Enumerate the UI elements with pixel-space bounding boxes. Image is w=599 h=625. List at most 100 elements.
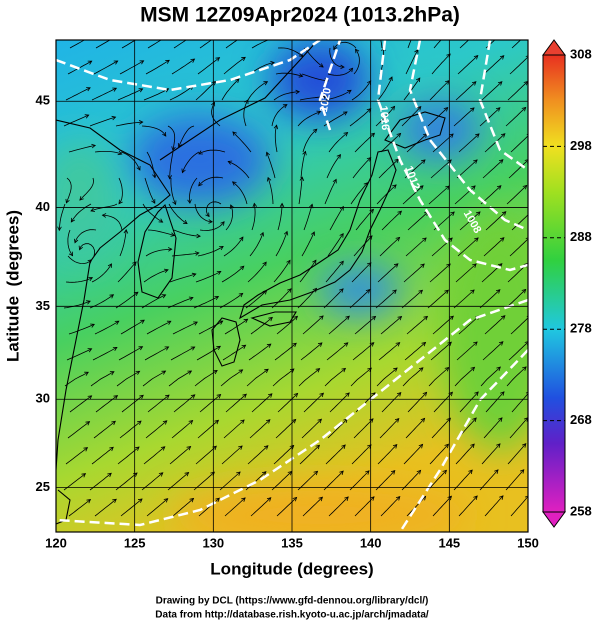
streamline-arrow xyxy=(497,81,503,86)
streamline xyxy=(198,176,224,187)
streamline xyxy=(429,263,451,283)
streamline-arrow xyxy=(394,417,400,423)
streamline xyxy=(431,53,451,75)
streamline-arrow xyxy=(396,132,402,138)
streamline xyxy=(298,177,303,205)
streamline-arrow xyxy=(336,154,342,159)
streamline-arrow xyxy=(112,87,118,92)
streamline xyxy=(120,498,143,517)
streamline xyxy=(300,151,306,179)
streamline xyxy=(454,185,476,205)
streamline xyxy=(453,107,475,127)
colorbar-min-arrow xyxy=(542,511,566,528)
y-tick-label: 45 xyxy=(36,93,50,108)
streamline xyxy=(117,88,143,101)
streamline xyxy=(323,470,344,491)
streamline-arrow xyxy=(112,347,118,352)
streamline xyxy=(143,446,166,465)
streamline xyxy=(458,315,480,335)
streamline-arrow xyxy=(448,391,453,397)
streamline-arrow xyxy=(416,469,422,475)
streamline xyxy=(329,206,344,231)
streamline-arrow xyxy=(392,444,398,449)
streamline xyxy=(431,417,451,439)
streamline-arrow xyxy=(496,443,501,448)
streamline xyxy=(69,40,86,49)
streamline xyxy=(433,40,442,49)
streamline-arrow xyxy=(499,495,504,500)
streamline-arrow xyxy=(313,470,319,476)
streamline-arrow xyxy=(339,233,344,238)
streamline-arrow xyxy=(289,444,295,450)
streamline xyxy=(223,236,244,257)
streamline-arrow xyxy=(418,367,424,372)
streamline xyxy=(407,211,429,231)
streamline xyxy=(454,367,475,387)
streamline xyxy=(91,446,114,465)
streamline xyxy=(406,316,428,335)
streamline xyxy=(376,367,398,387)
streamline-arrow xyxy=(70,217,75,223)
streamline-arrow xyxy=(473,341,478,346)
y-tick-label: 25 xyxy=(36,479,50,494)
streamline-arrow xyxy=(216,271,222,275)
streamline-arrow xyxy=(266,343,272,348)
streamline-arrow xyxy=(390,105,396,111)
streamline-arrow xyxy=(198,181,203,187)
streamline xyxy=(505,289,526,309)
streamline xyxy=(94,320,120,335)
x-tick-label: 120 xyxy=(45,535,67,550)
tick-labels: 120 125 130 135 140 145 150 25 30 35 40 45 xyxy=(36,93,539,551)
streamline-arrow xyxy=(495,107,501,112)
streamline-arrow xyxy=(397,210,403,216)
streamline xyxy=(66,348,92,361)
y-tick-label: 40 xyxy=(36,199,50,214)
streamline xyxy=(79,177,95,201)
streamline xyxy=(224,497,246,517)
streamline-arrow xyxy=(317,418,323,424)
isobar-label: 1016 xyxy=(377,105,391,130)
y-axis-label: Latitude (degrees) xyxy=(3,210,22,362)
streamline-arrow xyxy=(470,366,476,372)
streamline-arrow xyxy=(292,496,298,502)
streamline-arrow xyxy=(475,133,480,138)
streamline-arrow xyxy=(315,368,321,373)
streamline-arrow xyxy=(302,150,307,156)
streamline xyxy=(142,370,166,387)
streamline xyxy=(198,320,223,335)
streamline xyxy=(247,261,267,283)
streamline-arrow xyxy=(190,346,196,351)
streamline-arrow xyxy=(444,80,450,85)
grid xyxy=(55,40,529,532)
streamline xyxy=(120,319,145,335)
streamline-arrow xyxy=(497,263,503,268)
streamline xyxy=(455,81,477,101)
streamline-arrow xyxy=(193,321,198,326)
streamline-arrow xyxy=(273,124,279,130)
streamline-arrow xyxy=(172,200,177,206)
streamline-arrow xyxy=(416,77,421,83)
streamline xyxy=(251,393,273,413)
streamline xyxy=(145,59,170,75)
streamline xyxy=(353,418,374,439)
streamline xyxy=(169,151,174,179)
credit-data: Data from http://database.rish.kyoto-u.a… xyxy=(155,610,429,621)
streamline xyxy=(277,47,304,57)
streamline xyxy=(93,60,118,75)
streamline-arrow xyxy=(85,421,91,426)
streamline-arrow xyxy=(395,495,401,501)
streamline-arrow xyxy=(243,318,249,323)
streamline xyxy=(173,229,201,237)
streamline-arrow xyxy=(107,472,112,478)
streamline-arrow xyxy=(291,418,297,424)
streamline-arrow xyxy=(471,81,477,86)
streamline xyxy=(301,418,322,439)
streamline-arrow xyxy=(239,236,244,242)
streamline-arrow xyxy=(188,296,194,301)
streamline-arrow xyxy=(416,106,422,111)
streamline-arrow xyxy=(293,315,299,321)
x-axis-label: Longitude (degrees) xyxy=(210,559,373,578)
streamline xyxy=(172,498,194,517)
streamline-arrow xyxy=(471,185,476,190)
